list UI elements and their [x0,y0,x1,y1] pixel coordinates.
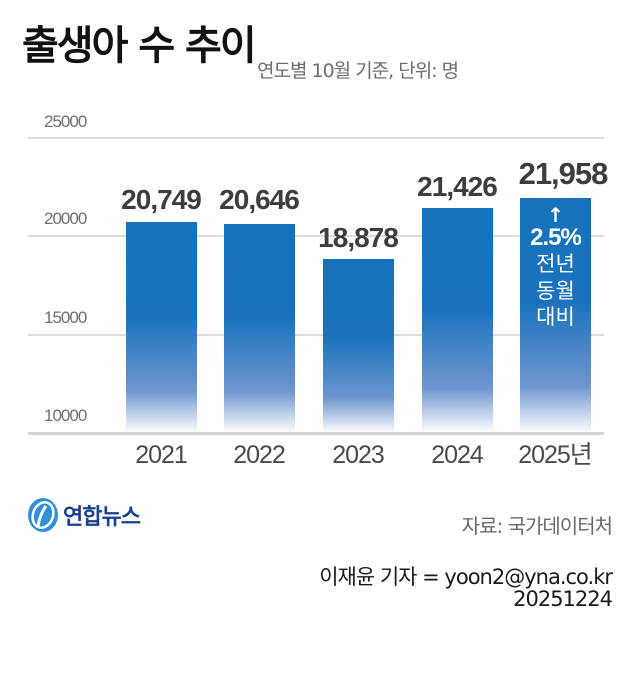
publish-date: 20251224 [513,587,613,612]
bar-2022 [224,224,295,433]
bar-2021 [126,222,197,433]
annotation-line-2: 동월 [536,278,575,303]
bar-2023 [323,259,394,433]
annotation-line-3: 대비 [536,304,575,329]
yoy-change-annotation: ↑ 2.5% 전년 동월 대비 [520,205,591,330]
bar-2024 [422,208,493,433]
up-arrow-icon: ↑ [547,203,564,227]
y-tick-10000: 10000 [44,406,87,425]
value-label-2023: 18,878 [318,222,399,253]
x-tick-2022: 2022 [233,441,286,469]
y-tick-25000: 25000 [44,112,87,131]
x-tick-2024: 2024 [431,441,484,469]
x-tick-2021: 2021 [135,441,188,469]
chart-subtitle: 연도별 10월 기준, 단위: 명 [257,60,459,82]
bar-chart: 25000 20000 15000 10000 20,749 20,646 18… [28,112,609,469]
y-tick-20000: 20000 [44,209,87,228]
bar-2025 [520,198,591,433]
gridline-20000 [28,235,604,237]
value-label-2024: 21,426 [417,171,498,202]
x-tick-2025: 2025년 [518,441,593,469]
gridline-15000 [28,334,604,336]
reporter-credit: 이재윤 기자 = yoon2@yna.co.kr [319,565,613,589]
yoy-change-percent: 2.5% [530,224,582,251]
annotation-line-1: 전년 [536,252,575,277]
data-source: 자료: 국가데이터처 [461,514,613,538]
yonhap-logo: 연합뉴스 [26,496,141,534]
value-label-2021: 20,749 [121,184,202,215]
y-tick-15000: 15000 [44,308,87,327]
x-tick-2023: 2023 [332,441,385,469]
logo-text: 연합뉴스 [63,505,141,530]
gridline-25000 [28,137,604,139]
value-label-2022: 20,646 [219,184,300,215]
x-axis-baseline [28,432,604,435]
yonhap-globe-icon [28,498,58,532]
value-label-2025: 21,958 [518,156,609,191]
chart-title: 출생아 수 추이 [22,23,257,69]
credit-block: 이재윤 기자 = yoon2@yna.co.kr 20251224 [319,565,613,612]
